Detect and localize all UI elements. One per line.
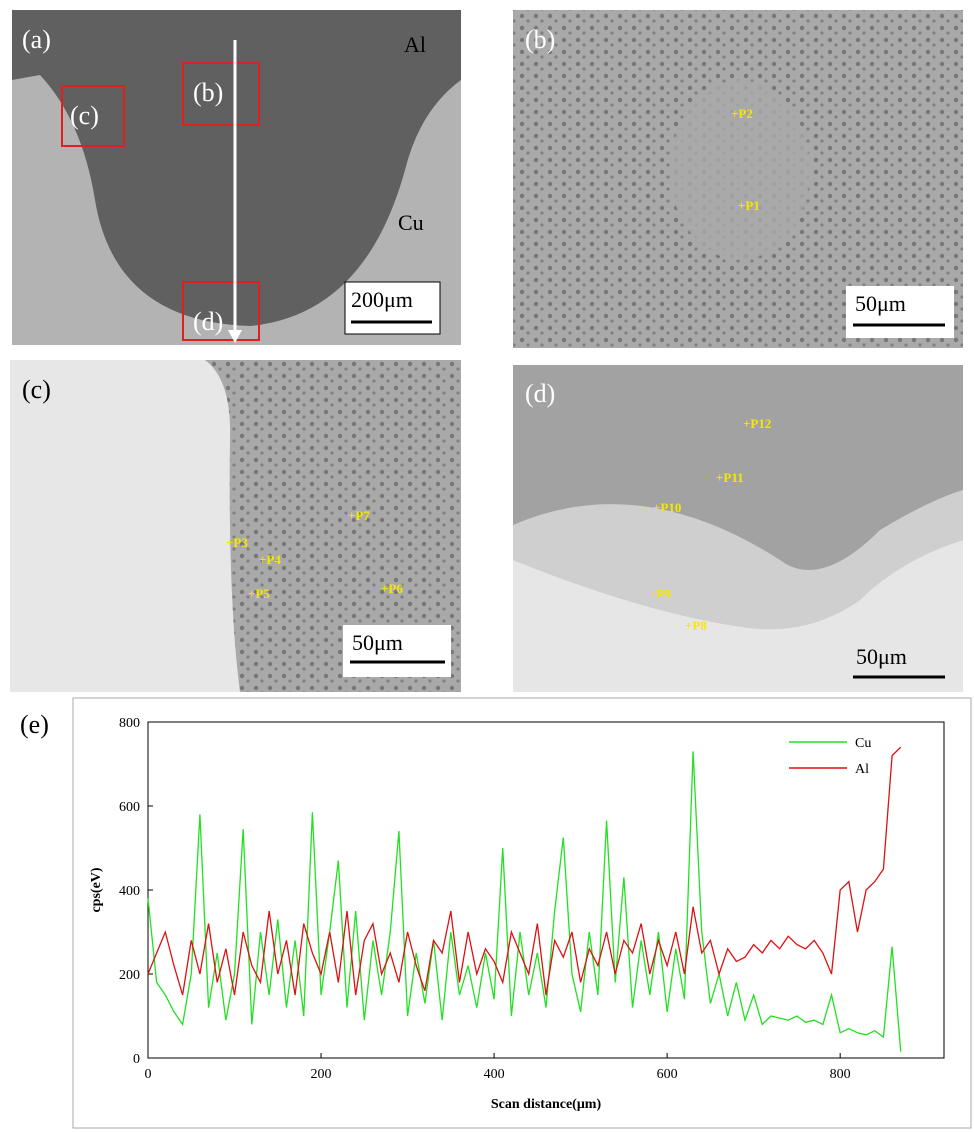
panel-c: (c) +P7 +P3 +P4 +P5 +P6 50μm [10,360,461,692]
scale-box [343,625,451,677]
point-label: +P7 [348,508,370,523]
y-axis-label: cps(eV) [89,867,104,912]
y-tick-label: 200 [119,968,140,983]
y-tick-label: 400 [119,884,140,899]
point-label: +P1 [738,198,760,213]
x-tick-label: 600 [657,1067,678,1082]
region-label: Cu [398,210,424,235]
panel-label: (d) [525,379,555,408]
box [61,85,125,147]
panel-label: (b) [525,25,555,54]
panel-a: (a) Al Cu (c) (b) (d) 200μm [12,10,461,345]
box-label: (d) [193,307,223,336]
x-tick-label: 800 [830,1067,851,1082]
scale-label: 50μm [352,630,403,655]
box [182,281,260,341]
point-label: +P2 [731,106,753,121]
region-label: Al [404,32,426,57]
panel-d: (d) +P12 +P11 +P10 +P9 +P8 50μm [513,365,963,692]
scale-label: 200μm [351,287,413,312]
panel-b: (b) +P2 +P1 50μm [513,10,963,348]
point-label: +P6 [381,581,403,596]
panel-label: (e) [20,710,49,739]
imc-layer [513,490,963,630]
x-tick-label: 200 [311,1067,332,1082]
legend-label: Al [855,762,869,777]
box-label: (b) [193,78,223,107]
x-axis-label: Scan distance(μm) [491,1097,602,1112]
point-label: +P11 [716,470,744,485]
arrow-head [228,330,242,343]
x-tick-label: 0 [145,1067,152,1082]
series-line [147,746,902,996]
box-label: (c) [70,101,99,130]
box [182,62,260,126]
point-label: +P8 [685,618,707,633]
point-label: +P4 [259,552,281,567]
cu-base [513,540,963,692]
y-tick-label: 600 [119,800,140,815]
point-label: +P5 [248,586,270,601]
panel-label: (c) [22,375,51,404]
legend-label: Cu [855,736,871,751]
point-label: +P12 [743,416,771,431]
point-label: +P9 [649,586,671,601]
y-tick-label: 0 [133,1052,140,1067]
chart-frame [72,697,972,1129]
panel-label: (a) [22,25,51,54]
point-label: +P3 [226,535,248,550]
chart: 0 200 400 600 800 0 200 400 600 800 Scan distance(… [89,716,945,1112]
matrix [670,80,810,260]
scale-label: 50μm [856,644,907,669]
x-tick-label: 400 [484,1067,505,1082]
cu-base [10,360,240,692]
scale-box [344,281,441,335]
point-label: +P10 [653,500,681,515]
scale-label: 50μm [855,291,906,316]
y-tick-label: 800 [119,716,140,731]
scale-box [846,286,954,338]
